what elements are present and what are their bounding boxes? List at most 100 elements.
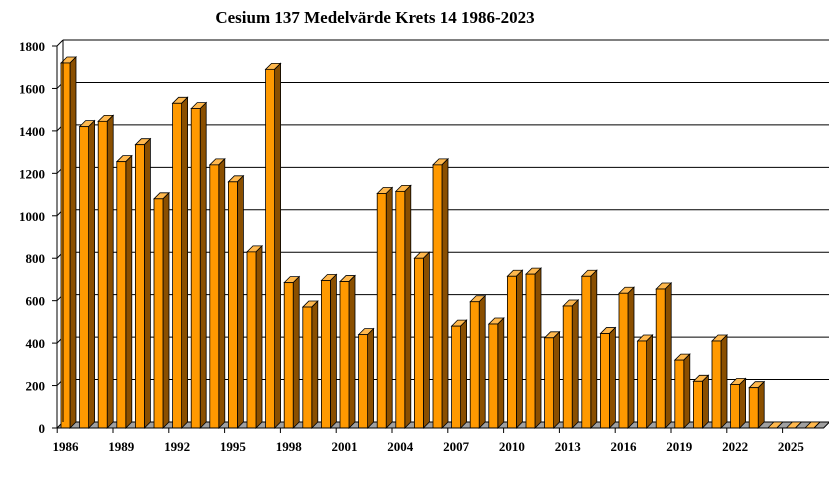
- bar-front: [469, 301, 480, 429]
- bar-side: [497, 317, 505, 429]
- bar-side: [553, 330, 560, 429]
- bar: [543, 330, 561, 429]
- y-tick-label: 1800: [19, 39, 45, 54]
- bar: [748, 380, 766, 429]
- bar-side: [422, 251, 430, 429]
- bar-front: [674, 359, 685, 429]
- bar-front: [618, 292, 629, 429]
- bar-side: [460, 319, 468, 429]
- x-tick-label: 2013: [555, 439, 582, 454]
- bars-layer: [60, 56, 821, 429]
- bar-side: [143, 137, 151, 429]
- bar-front: [562, 305, 573, 429]
- bar-side: [162, 191, 170, 429]
- bar-front: [358, 334, 369, 429]
- x-tick-label: 1998: [276, 439, 303, 454]
- bar: [320, 273, 338, 429]
- x-tick-label: 2001: [332, 439, 358, 454]
- bar: [376, 186, 394, 429]
- bar: [283, 275, 301, 429]
- bar-side: [478, 294, 486, 429]
- bar-front: [209, 164, 220, 429]
- bar: [134, 137, 152, 429]
- x-tick-label: 1992: [164, 439, 190, 454]
- bar: [562, 299, 580, 429]
- bar: [580, 269, 598, 429]
- y-tick-label: 1400: [19, 124, 45, 139]
- bar: [339, 274, 356, 429]
- bar-front: [432, 164, 443, 429]
- bar: [301, 300, 319, 429]
- bar-side: [813, 421, 821, 429]
- x-tick-label: 1995: [220, 439, 247, 454]
- bar: [264, 62, 282, 429]
- bar-side: [88, 119, 95, 429]
- bar: [394, 184, 412, 429]
- bar: [227, 174, 245, 429]
- x-tick-label: 1989: [108, 439, 135, 454]
- bar-front: [413, 257, 424, 429]
- bar-front: [525, 273, 536, 429]
- y-tick-labels: 0 200 400 600 800 1000 1200 1400 1600 1800: [19, 39, 45, 436]
- x-tick-label: 2022: [722, 439, 748, 454]
- bar-front: [97, 120, 108, 429]
- bar-front: [116, 161, 127, 429]
- bar-side: [739, 377, 746, 429]
- bar-front: [246, 251, 257, 429]
- bar-front: [730, 384, 740, 429]
- bar-front: [134, 144, 145, 429]
- x-tick-label: 2004: [387, 439, 414, 454]
- bar-front: [227, 181, 238, 429]
- bar-side: [367, 327, 375, 429]
- bar-side: [646, 334, 653, 429]
- bar-side: [609, 326, 616, 429]
- bar-side: [795, 421, 802, 429]
- y-tick-label: 200: [26, 379, 46, 394]
- bar-side: [348, 274, 356, 429]
- bar-side: [274, 62, 282, 429]
- bar: [525, 267, 542, 429]
- bar: [450, 319, 468, 429]
- bar: [729, 377, 747, 429]
- bar-side: [329, 273, 337, 429]
- x-tick-labels: 1986 1989 1992 1995 1998 2001 2004 2007 2010 2013…: [53, 439, 805, 454]
- bar: [599, 326, 617, 429]
- bar-front: [190, 108, 201, 429]
- bar: [673, 353, 691, 429]
- bar-front: [748, 387, 759, 429]
- bar-front: [376, 193, 387, 429]
- bar-front: [395, 190, 406, 429]
- bar-side: [441, 157, 449, 429]
- bar-front: [283, 282, 294, 429]
- bar-side: [571, 299, 579, 429]
- bar: [432, 157, 449, 429]
- bar-side: [311, 300, 319, 429]
- bar-front: [581, 275, 592, 429]
- bar-side: [664, 282, 672, 429]
- bar-front: [60, 62, 71, 429]
- bar: [190, 101, 208, 429]
- x-tick-label: 2016: [611, 439, 638, 454]
- bar-side: [590, 269, 598, 429]
- x-tick-label: 2025: [778, 439, 805, 454]
- y-tick-label: 800: [26, 251, 46, 266]
- bar-side: [720, 334, 728, 429]
- bar-front: [339, 281, 350, 429]
- bar: [636, 334, 654, 429]
- x-tick-label: 2007: [443, 439, 470, 454]
- y-tick-label: 400: [26, 336, 46, 351]
- bar-side: [757, 380, 765, 429]
- y-tick-label: 1200: [19, 166, 45, 181]
- bar-front: [172, 102, 183, 429]
- bar-front: [79, 126, 89, 429]
- axis-layer: [52, 40, 824, 433]
- bar-side: [236, 174, 244, 429]
- bar-side: [255, 244, 263, 429]
- bar-front: [600, 333, 610, 429]
- y-tick-label: 600: [26, 294, 46, 309]
- bar-front: [488, 323, 499, 429]
- bar-side: [534, 267, 542, 429]
- bar: [246, 244, 263, 429]
- bar-side: [516, 269, 523, 429]
